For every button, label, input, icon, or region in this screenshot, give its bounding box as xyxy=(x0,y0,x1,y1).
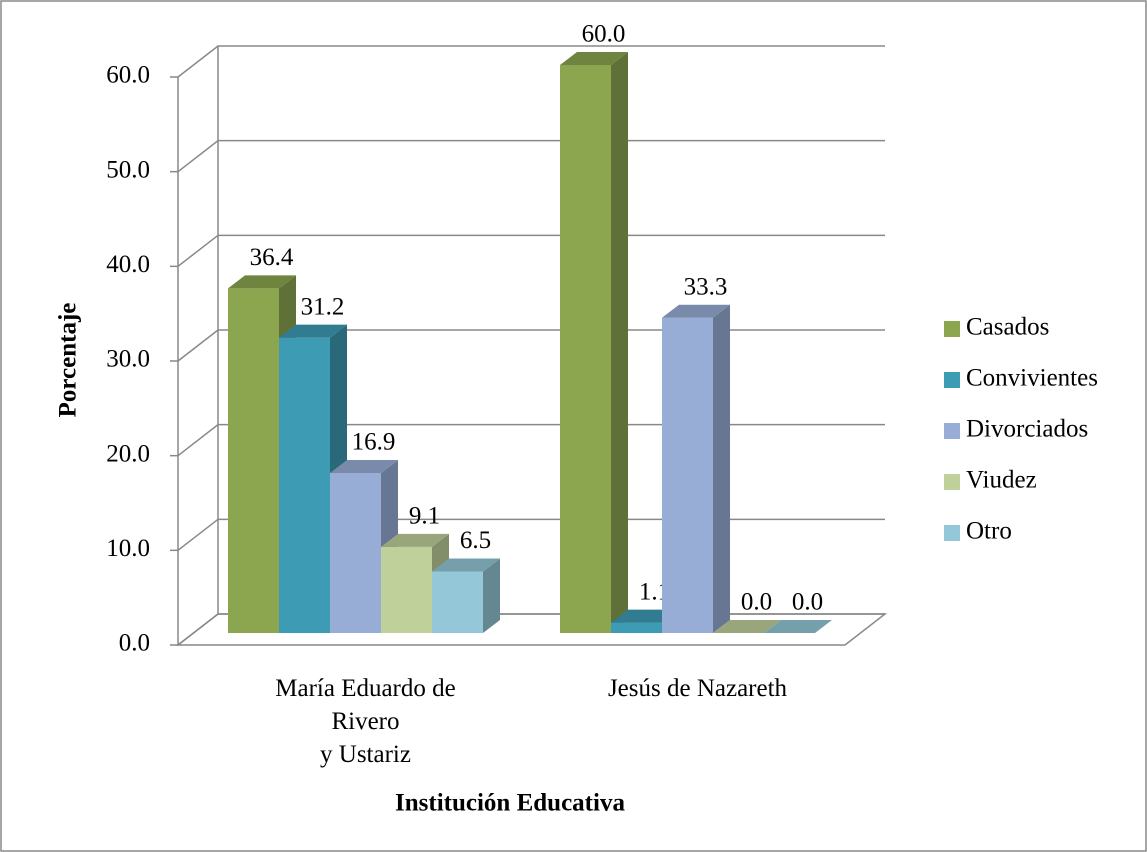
data-label: 60.0 xyxy=(582,21,626,48)
y-tick-label: 0.0 xyxy=(119,630,150,657)
bar-top xyxy=(432,558,500,572)
bar xyxy=(764,620,832,633)
legend-label: Convivientes xyxy=(966,365,1098,392)
data-label: 0.0 xyxy=(792,589,823,616)
legend-swatch xyxy=(944,321,960,337)
y-tick-label: 60.0 xyxy=(106,62,150,89)
bar-side xyxy=(483,558,500,633)
bar xyxy=(662,304,730,633)
x-tick-label: Jesús de Nazareth xyxy=(607,675,788,702)
data-label: 31.2 xyxy=(301,293,345,320)
y-tick-label: 50.0 xyxy=(106,156,150,183)
y-axis-title: Porcentaje xyxy=(55,303,82,418)
y-tick-label: 10.0 xyxy=(106,535,150,562)
bar-front xyxy=(228,288,279,633)
x-axis-title: Institución Educativa xyxy=(395,790,625,817)
legend-label: Divorciados xyxy=(966,416,1088,443)
grid-line xyxy=(177,45,885,78)
bar-top xyxy=(713,620,781,633)
data-label: 6.5 xyxy=(460,527,491,554)
data-label: 33.3 xyxy=(684,273,728,300)
x-tick-label: María Eduardo de Rivero y Ustariz xyxy=(275,675,456,768)
bar-top xyxy=(560,52,628,65)
bar-top xyxy=(330,460,398,474)
legend-label: Otro xyxy=(966,518,1012,545)
bar-top xyxy=(228,275,296,289)
bar-top xyxy=(662,304,730,318)
legend-label: Casados xyxy=(966,314,1049,341)
bar-front xyxy=(432,571,483,633)
bar-top xyxy=(279,324,347,338)
bar xyxy=(713,620,781,633)
bar-side xyxy=(611,52,628,633)
y-tick-label: 30.0 xyxy=(106,346,150,373)
bar-side xyxy=(713,304,730,633)
bar-front xyxy=(662,317,713,633)
bar xyxy=(330,460,398,633)
data-label: 9.1 xyxy=(409,503,440,530)
bar xyxy=(560,52,628,633)
data-label: 16.9 xyxy=(352,429,396,456)
bar-top xyxy=(381,533,449,547)
grid-line xyxy=(177,139,885,173)
bar-front xyxy=(330,473,381,633)
bar-front xyxy=(560,65,611,633)
bar-front xyxy=(279,337,330,633)
legend-label: Viudez xyxy=(966,467,1037,494)
legend-swatch xyxy=(944,372,960,388)
bar xyxy=(432,558,500,633)
data-label: 0.0 xyxy=(741,589,772,616)
legend-swatch xyxy=(944,423,960,439)
data-label: 36.4 xyxy=(250,244,294,271)
bar-front xyxy=(381,546,432,633)
legend-swatch xyxy=(944,525,960,541)
legend-swatch xyxy=(944,474,960,490)
bar-top xyxy=(764,620,832,633)
bar xyxy=(381,533,449,633)
grid-line xyxy=(177,234,885,267)
y-tick-label: 20.0 xyxy=(106,440,150,467)
y-tick-label: 40.0 xyxy=(106,251,150,278)
bar-front xyxy=(611,622,662,633)
